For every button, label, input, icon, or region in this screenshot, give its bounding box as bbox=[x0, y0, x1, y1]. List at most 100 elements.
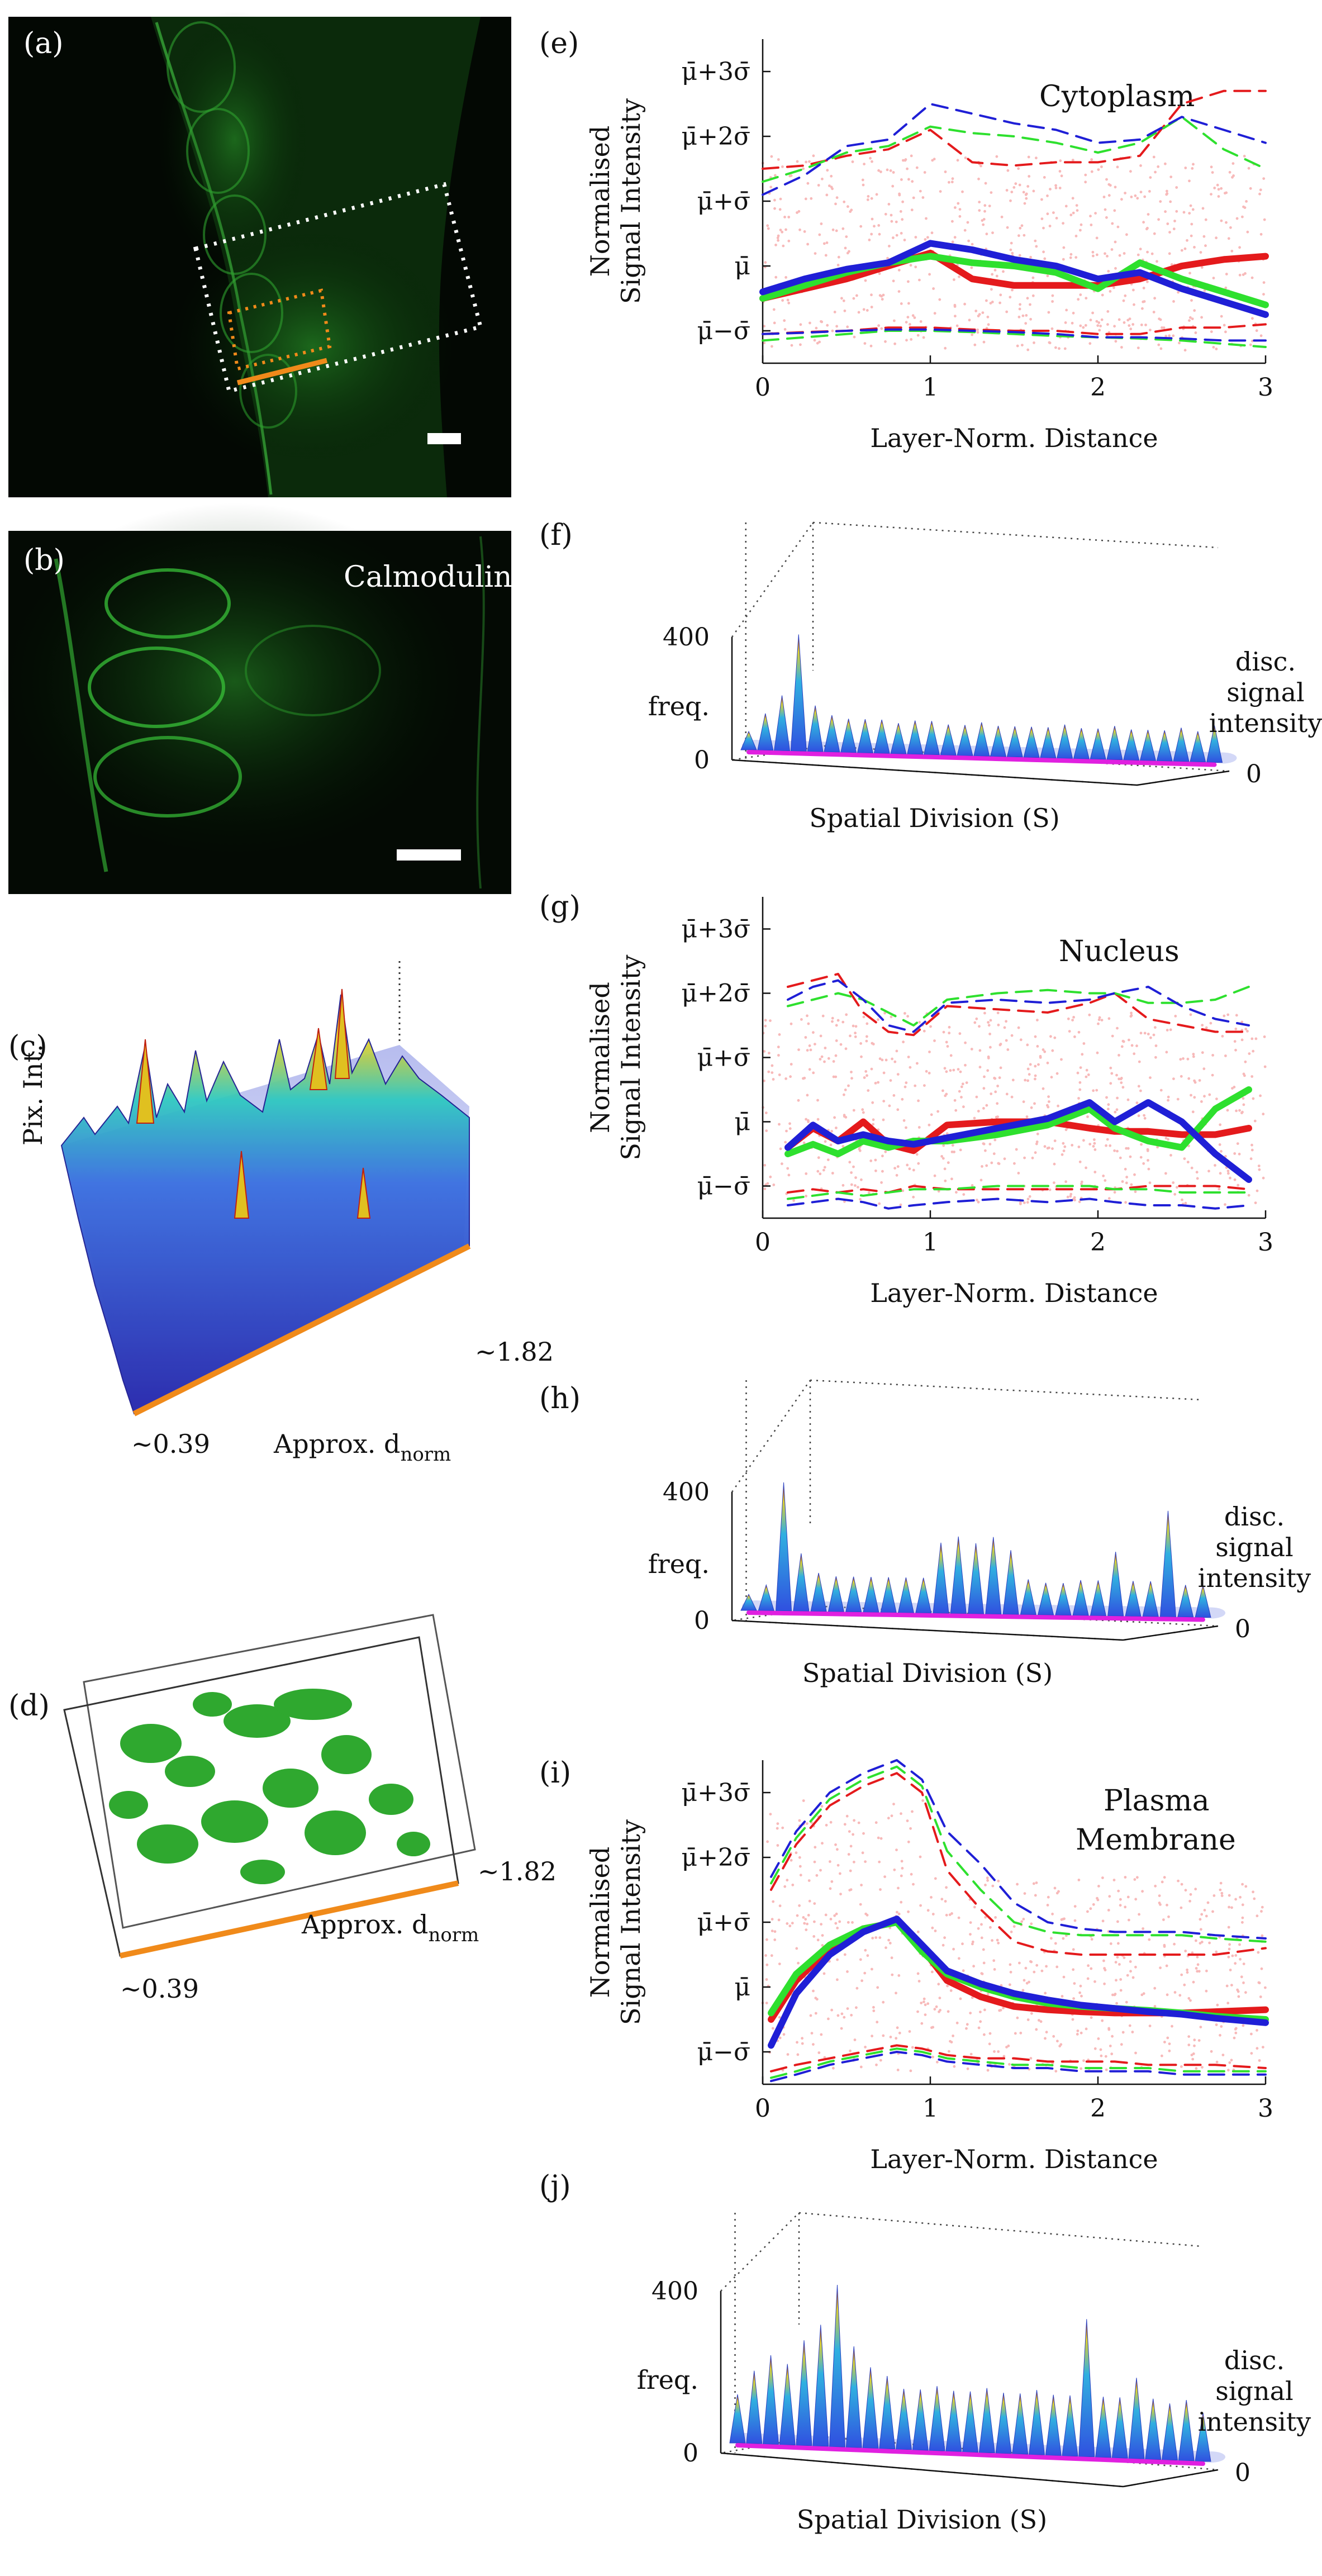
g-scatter-point bbox=[1223, 1014, 1226, 1018]
i-scatter-point bbox=[821, 1842, 824, 1845]
panel-j-label: (j) bbox=[539, 2170, 571, 2203]
g-scatter-point bbox=[1211, 1054, 1215, 1057]
i-scatter-point bbox=[1196, 1970, 1199, 1973]
i-scatter-point bbox=[889, 2036, 892, 2038]
g-scatter-point bbox=[812, 1071, 815, 1075]
e-scatter-point bbox=[981, 219, 984, 222]
g-scatter-point bbox=[933, 1174, 936, 1177]
g-scatter-point bbox=[1033, 1102, 1036, 1105]
i-scatter-point bbox=[1244, 1885, 1248, 1888]
g-scatter-point bbox=[1096, 1051, 1099, 1054]
e-scatter-point bbox=[877, 169, 880, 172]
e-scatter-point bbox=[1051, 294, 1054, 297]
f-peak bbox=[840, 719, 857, 753]
f-y-axis-label-3: intensity bbox=[1209, 708, 1322, 738]
i-scatter-point bbox=[891, 1973, 894, 1976]
g-scatter-point bbox=[928, 1072, 931, 1075]
i-scatter-point bbox=[1241, 1921, 1244, 1924]
e-scatter-point bbox=[1059, 159, 1062, 163]
g-scatter-point bbox=[1042, 1087, 1045, 1090]
g-scatter-point bbox=[973, 1116, 976, 1120]
e-chart: μ̄−σ̄μ̄μ̄+σ̄μ̄+2σ̄μ̄+3σ̄0 1 2 3Layer-Norm. … bbox=[585, 39, 1273, 453]
g-scatter-point bbox=[1069, 1192, 1073, 1196]
panel-b-label: (b) bbox=[23, 544, 65, 577]
e-scatter-point bbox=[779, 229, 782, 231]
e-scatter-point bbox=[1090, 224, 1093, 226]
e-scatter-point bbox=[1017, 234, 1020, 237]
g-scatter-point bbox=[802, 1141, 806, 1144]
g-scatter-point bbox=[1233, 1086, 1236, 1089]
i-scatter-point bbox=[1227, 2069, 1230, 2072]
g-scatter-point bbox=[880, 1181, 883, 1184]
i-scatter-point bbox=[796, 2053, 800, 2056]
e-scatter-point bbox=[1089, 215, 1092, 218]
i-scatter-point bbox=[1009, 1970, 1012, 1974]
panel-c-label: (c) bbox=[8, 1030, 47, 1063]
i-scatter-point bbox=[1129, 1970, 1132, 1973]
e-scatter-point bbox=[1131, 323, 1135, 326]
g-scatter-point bbox=[1005, 1039, 1008, 1042]
g-scatter-point bbox=[893, 1167, 896, 1170]
e-scatter-point bbox=[855, 294, 858, 297]
i-scatter-point bbox=[821, 1934, 824, 1937]
i-scatter-point bbox=[849, 1845, 853, 1848]
j-peak bbox=[1062, 2395, 1078, 2457]
g-scatter-point bbox=[1126, 1098, 1130, 1101]
i-scatter-point bbox=[993, 2050, 996, 2053]
d-green-clusters bbox=[109, 1689, 430, 1884]
g-scatter-point bbox=[1234, 1048, 1237, 1052]
g-scatter-point bbox=[827, 1057, 830, 1060]
e-scatter-point bbox=[1223, 324, 1226, 327]
e-scatter-point bbox=[1153, 297, 1157, 300]
g-scatter-point bbox=[997, 1162, 1000, 1165]
e-scatter-point bbox=[924, 238, 927, 241]
g-scatter-point bbox=[1061, 1153, 1064, 1156]
g-scatter-point bbox=[1106, 1138, 1109, 1141]
g-y-tick-label: μ̄ bbox=[734, 1108, 750, 1137]
g-scatter-point bbox=[1179, 1058, 1182, 1061]
g-scatter-point bbox=[1147, 1033, 1150, 1035]
g-scatter-point bbox=[790, 1063, 793, 1066]
e-scatter-point bbox=[903, 239, 906, 241]
i-scatter-point bbox=[855, 2006, 858, 2009]
i-scatter-point bbox=[1196, 1955, 1199, 1959]
g-scatter-point bbox=[1224, 1155, 1227, 1158]
e-scatter-point bbox=[911, 314, 915, 317]
g-scatter-point bbox=[1192, 1055, 1195, 1058]
i-scatter-point bbox=[1221, 2054, 1225, 2057]
e-scatter-point bbox=[884, 212, 887, 216]
i-scatter-point bbox=[945, 1913, 948, 1917]
i-scatter-point bbox=[1054, 1942, 1057, 1945]
g-scatter-point bbox=[965, 1081, 968, 1084]
g-scatter-point bbox=[975, 1017, 978, 1020]
i-scatter-point bbox=[1230, 2059, 1233, 2062]
j-peak bbox=[879, 2376, 896, 2450]
g-scatter-point bbox=[951, 1144, 954, 1147]
e-scatter-point bbox=[828, 184, 831, 187]
e-scatter-point bbox=[1091, 250, 1095, 254]
g-scatter-point bbox=[1209, 1021, 1212, 1025]
g-scatter-point bbox=[854, 1025, 858, 1028]
g-scatter-point bbox=[996, 1011, 1000, 1015]
i-scatter-point bbox=[765, 1978, 768, 1981]
e-scatter-point bbox=[1028, 175, 1031, 178]
j-x-axis bbox=[720, 2452, 1124, 2488]
g-scatter-point bbox=[1259, 1094, 1262, 1097]
g-scatter-point bbox=[955, 1191, 958, 1194]
g-scatter-point bbox=[1190, 1166, 1193, 1170]
e-scatter-point bbox=[1224, 286, 1228, 289]
e-scatter-point bbox=[766, 224, 769, 227]
e-scatter-point bbox=[1178, 341, 1181, 345]
e-scatter-point bbox=[852, 297, 855, 300]
e-scatter-point bbox=[1084, 173, 1087, 177]
i-scatter-point bbox=[1205, 1969, 1208, 1973]
i-scatter-point bbox=[916, 1930, 920, 1933]
e-scatter-point bbox=[1190, 234, 1193, 237]
i-scatter-point bbox=[862, 1832, 865, 1835]
e-scatter-point bbox=[925, 217, 928, 220]
g-scatter-point bbox=[917, 1099, 920, 1102]
i-scatter-point bbox=[1215, 1950, 1218, 1954]
i-scatter-point bbox=[859, 2065, 863, 2069]
g-scatter-point bbox=[831, 1020, 834, 1023]
